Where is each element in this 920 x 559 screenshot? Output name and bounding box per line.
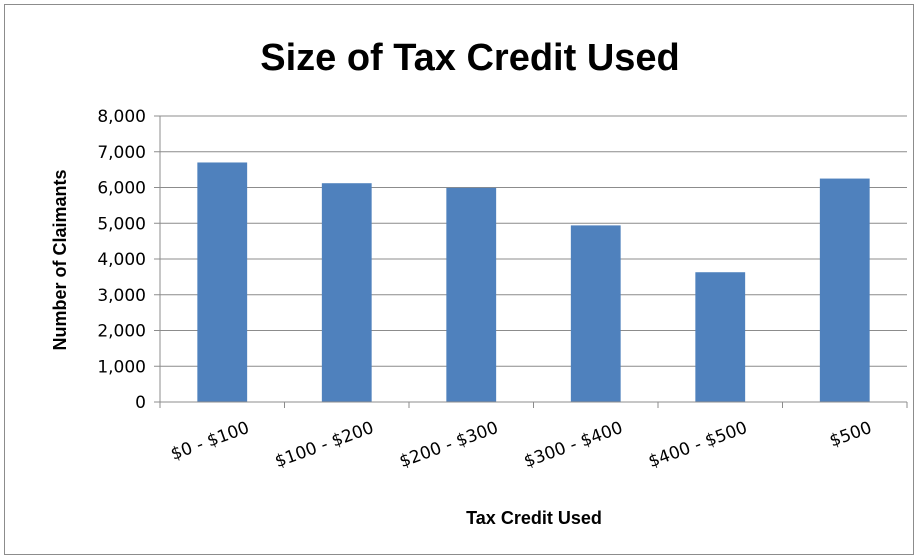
- x-category-label: $100 - $200: [272, 418, 376, 472]
- y-tick-label: 3,000: [97, 286, 146, 306]
- x-category-label: $200 - $300: [397, 418, 501, 472]
- y-tick-label: 2,000: [97, 322, 146, 342]
- x-category-label: $500: [827, 418, 874, 452]
- chart-title: Size of Tax Credit Used: [260, 37, 680, 79]
- bar: [570, 225, 621, 402]
- x-axis-title: Tax Credit Used: [466, 508, 602, 528]
- y-tick-label: 8,000: [97, 107, 146, 127]
- bar: [446, 187, 497, 402]
- y-tick-label: 5,000: [97, 214, 146, 234]
- x-category-label: $300 - $400: [521, 418, 625, 472]
- y-axis-title: Number of Claimants: [50, 169, 70, 350]
- y-tick-label: 0: [135, 393, 146, 413]
- y-tick-label: 6,000: [97, 179, 146, 199]
- bar: [321, 183, 372, 402]
- y-tick-label: 4,000: [97, 250, 146, 270]
- x-category-label: $400 - $500: [646, 418, 750, 472]
- y-tick-labels: 0 1,000 2,000 3,000 4,000 5,000 6,000 7,000 8,00…: [97, 107, 146, 413]
- bar: [819, 178, 870, 402]
- axes: [154, 115, 908, 408]
- bar: [197, 162, 248, 402]
- x-category-labels: $0 - $100 $100 - $200 $200 - $300 $300 - $4…: [168, 418, 874, 472]
- y-tick-label: 7,000: [97, 143, 146, 163]
- gridlines: [160, 115, 907, 367]
- bars: [197, 162, 870, 402]
- x-category-label: $0 - $100: [168, 418, 252, 465]
- y-tick-label: 1,000: [97, 357, 146, 377]
- bar: [695, 272, 746, 402]
